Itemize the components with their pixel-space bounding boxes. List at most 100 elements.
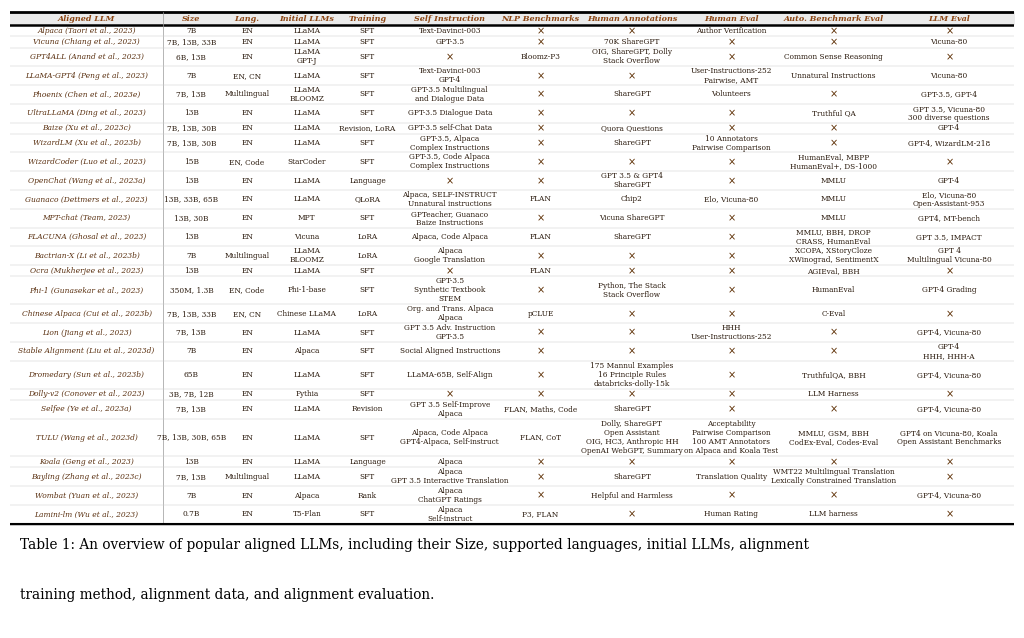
Text: $\times$: $\times$ xyxy=(727,457,735,467)
Text: SFT: SFT xyxy=(359,91,375,98)
Text: GPT 3.5, Vicuna-80
300 diverse questions: GPT 3.5, Vicuna-80 300 diverse questions xyxy=(908,105,990,122)
Text: 13B, 33B, 65B: 13B, 33B, 65B xyxy=(164,195,218,204)
Text: GPT-4, Vicuna-80: GPT-4, Vicuna-80 xyxy=(916,492,981,500)
Text: Volunteers: Volunteers xyxy=(712,91,752,98)
Text: $\times$: $\times$ xyxy=(829,346,838,357)
Text: ShareGPT: ShareGPT xyxy=(613,233,651,241)
Text: LLaMA: LLaMA xyxy=(293,177,321,184)
Text: $\times$: $\times$ xyxy=(727,285,735,295)
Text: ShareGPT: ShareGPT xyxy=(613,405,651,413)
Text: 13B: 13B xyxy=(184,177,199,184)
Text: Alpaca
GPT 3.5 Interactive Translation: Alpaca GPT 3.5 Interactive Translation xyxy=(391,468,509,486)
Text: Bactrian-X (Li et al., 2023b): Bactrian-X (Li et al., 2023b) xyxy=(34,252,139,260)
Text: SFT: SFT xyxy=(359,510,375,518)
Text: EN: EN xyxy=(241,390,253,399)
Text: GPT-4, Vicuna-80: GPT-4, Vicuna-80 xyxy=(916,329,981,337)
Text: FLAN, CoT: FLAN, CoT xyxy=(520,434,561,441)
Text: Vicuna: Vicuna xyxy=(294,233,319,241)
Text: $\times$: $\times$ xyxy=(628,265,636,276)
Text: AGIEval, BBH: AGIEval, BBH xyxy=(807,267,860,275)
Text: Lamini-lm (Wu et al., 2023): Lamini-lm (Wu et al., 2023) xyxy=(35,510,138,518)
Text: $\times$: $\times$ xyxy=(628,389,636,399)
Text: LLaMA: LLaMA xyxy=(293,458,321,466)
Text: Vicuna ShareGPT: Vicuna ShareGPT xyxy=(599,214,665,222)
Text: 7B: 7B xyxy=(186,71,197,80)
Text: Alpaca
Self-instruct: Alpaca Self-instruct xyxy=(427,506,472,523)
Text: 7B, 13B, 30B, 65B: 7B, 13B, 30B, 65B xyxy=(157,434,226,441)
Text: $\times$: $\times$ xyxy=(727,213,735,223)
Text: EN: EN xyxy=(241,267,253,275)
Text: 13B: 13B xyxy=(184,458,199,466)
Text: 7B: 7B xyxy=(186,27,197,35)
Text: Acceptability
Pairwise Comparison
100 AMT Annotators
on Alpaca and Koala Test: Acceptability Pairwise Comparison 100 AM… xyxy=(684,420,778,455)
Text: 3B, 7B, 12B: 3B, 7B, 12B xyxy=(169,390,214,399)
Text: $\times$: $\times$ xyxy=(727,251,735,261)
Text: GPT4 on Vicuna-80, Koala
Open Assistant Benchmarks: GPT4 on Vicuna-80, Koala Open Assistant … xyxy=(897,429,1001,446)
Text: SFT: SFT xyxy=(359,71,375,80)
Text: $\times$: $\times$ xyxy=(727,309,735,319)
Text: Author Verification: Author Verification xyxy=(696,27,766,35)
Text: EN: EN xyxy=(241,27,253,35)
Text: EN: EN xyxy=(241,405,253,413)
Text: $\times$: $\times$ xyxy=(628,457,636,467)
Text: GPT-3.5 self-Chat Data: GPT-3.5 self-Chat Data xyxy=(408,124,492,132)
Text: Python, The Stack
Stack Overflow: Python, The Stack Stack Overflow xyxy=(598,282,666,299)
Text: GPT-3.5
Synthetic Textbook
STEM: GPT-3.5 Synthetic Textbook STEM xyxy=(414,278,485,303)
Text: UltraLLaMA (Ding et al., 2023): UltraLLaMA (Ding et al., 2023) xyxy=(27,109,145,117)
Text: HumanEval, MBPP
HumanEval+, DS-1000: HumanEval, MBPP HumanEval+, DS-1000 xyxy=(791,153,878,170)
Text: $\times$: $\times$ xyxy=(537,491,545,501)
Text: $\times$: $\times$ xyxy=(727,389,735,399)
Text: TruthfulQA, BBH: TruthfulQA, BBH xyxy=(802,371,865,379)
Text: Multilingual: Multilingual xyxy=(224,91,269,98)
Text: $\times$: $\times$ xyxy=(944,157,953,167)
Text: 7B, 13B: 7B, 13B xyxy=(176,473,206,481)
Text: Training: Training xyxy=(348,15,386,23)
Text: Alpaca (Taori et al., 2023): Alpaca (Taori et al., 2023) xyxy=(37,27,136,35)
Text: Aligned LLM: Aligned LLM xyxy=(57,15,115,23)
Text: EN: EN xyxy=(241,329,253,337)
Text: ShareGPT: ShareGPT xyxy=(613,139,651,147)
Text: ShareGPT: ShareGPT xyxy=(613,473,651,481)
Text: 7B, 13B, 30B: 7B, 13B, 30B xyxy=(167,139,216,147)
Text: EN: EN xyxy=(241,434,253,441)
Text: GPT-4, Vicuna-80: GPT-4, Vicuna-80 xyxy=(916,371,981,379)
Text: MMLU, BBH, DROP
CRASS, HumanEval: MMLU, BBH, DROP CRASS, HumanEval xyxy=(797,228,871,246)
Text: Unnatural Instructions: Unnatural Instructions xyxy=(792,71,876,80)
Text: $\times$: $\times$ xyxy=(829,123,838,133)
Text: QLoRA: QLoRA xyxy=(354,195,381,204)
Text: Dolly-v2 (Conover et al., 2023): Dolly-v2 (Conover et al., 2023) xyxy=(29,390,144,399)
Text: $\times$: $\times$ xyxy=(944,389,953,399)
Text: XCOPA, XStoryCloze
XWinograd, SentimentX: XCOPA, XStoryCloze XWinograd, SentimentX xyxy=(788,248,879,264)
Text: SFT: SFT xyxy=(359,109,375,117)
Text: GPT-3.5 Dialogue Data: GPT-3.5 Dialogue Data xyxy=(408,109,492,117)
Text: Org. and Trans. Alpaca
Alpaca: Org. and Trans. Alpaca Alpaca xyxy=(407,306,493,322)
Text: HHH
User-Instructions-252: HHH User-Instructions-252 xyxy=(690,324,772,341)
Text: LLM harness: LLM harness xyxy=(809,510,858,518)
Text: GPT 4
Multilingual Vicuna-80: GPT 4 Multilingual Vicuna-80 xyxy=(906,248,991,264)
Text: $\times$: $\times$ xyxy=(628,346,636,357)
Text: LLaMA-65B, Self-Align: LLaMA-65B, Self-Align xyxy=(407,371,493,379)
Text: 7B, 13B: 7B, 13B xyxy=(176,329,206,337)
Text: EN: EN xyxy=(241,233,253,241)
Text: WMT22 Multilingual Translation
Lexically Constrained Translation: WMT22 Multilingual Translation Lexically… xyxy=(771,468,896,486)
Text: Vicuna-80: Vicuna-80 xyxy=(931,71,968,80)
Text: Ocra (Mukherjee et al., 2023): Ocra (Mukherjee et al., 2023) xyxy=(30,267,143,275)
Text: $\times$: $\times$ xyxy=(829,26,838,36)
Text: 7B, 13B, 33B: 7B, 13B, 33B xyxy=(167,310,216,318)
Text: $\times$: $\times$ xyxy=(537,157,545,167)
Text: OIG, ShareGPT, Dolly
Stack Overflow: OIG, ShareGPT, Dolly Stack Overflow xyxy=(592,48,672,65)
Text: 13B, 30B: 13B, 30B xyxy=(174,214,209,222)
Text: $\times$: $\times$ xyxy=(727,52,735,62)
Text: $\times$: $\times$ xyxy=(628,108,636,119)
Text: C-Eval: C-Eval xyxy=(821,310,846,318)
Text: Quora Questions: Quora Questions xyxy=(601,124,663,132)
Text: SFT: SFT xyxy=(359,473,375,481)
Text: $\times$: $\times$ xyxy=(537,327,545,338)
Text: Social Aligned Instructions: Social Aligned Instructions xyxy=(399,347,500,355)
Text: LLaMA: LLaMA xyxy=(293,434,321,441)
Text: Language: Language xyxy=(349,177,386,184)
Text: Selfee (Ye et al., 2023a): Selfee (Ye et al., 2023a) xyxy=(41,405,132,413)
Text: Human Annotations: Human Annotations xyxy=(587,15,677,23)
Text: 7B: 7B xyxy=(186,347,197,355)
Text: Language: Language xyxy=(349,458,386,466)
